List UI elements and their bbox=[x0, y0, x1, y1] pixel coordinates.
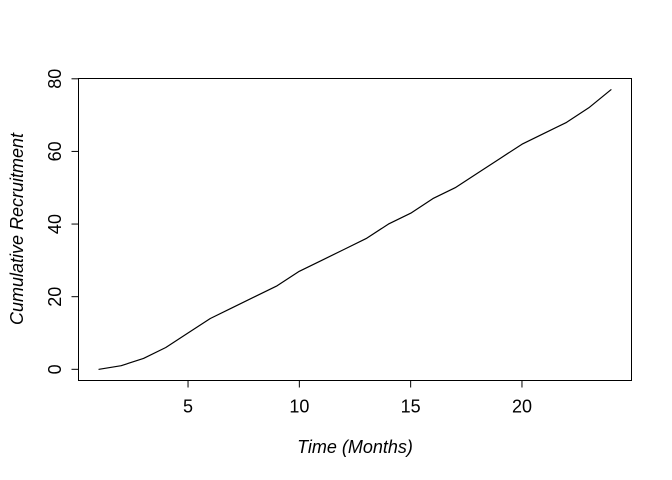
y-axis-title: Cumulative Recruitment bbox=[7, 132, 27, 326]
y-tick-label: 0 bbox=[45, 364, 65, 374]
x-tick-label: 20 bbox=[512, 397, 532, 417]
y-tick-label: 80 bbox=[45, 69, 65, 89]
plot-frame bbox=[78, 78, 632, 381]
y-tick-label: 40 bbox=[45, 214, 65, 234]
x-tick-label: 15 bbox=[401, 397, 421, 417]
x-axis-title: Time (Months) bbox=[297, 437, 413, 457]
y-tick-label: 60 bbox=[45, 141, 65, 161]
y-tick-label: 20 bbox=[45, 287, 65, 307]
x-tick-label: 5 bbox=[183, 397, 193, 417]
x-tick-label: 10 bbox=[289, 397, 309, 417]
recruitment-line bbox=[98, 89, 612, 370]
